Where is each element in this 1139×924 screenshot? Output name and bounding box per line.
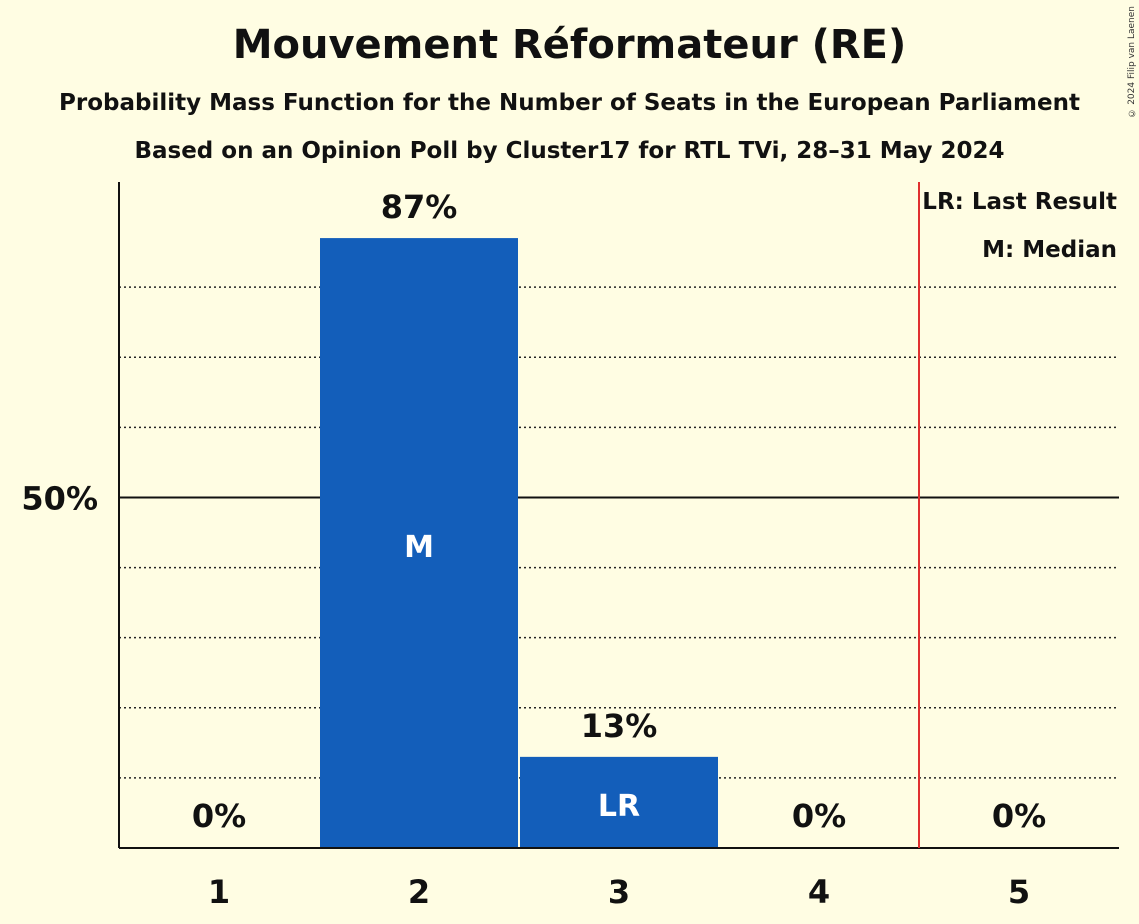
legend-entry: LR: Last Result — [922, 189, 1117, 215]
x-tick-label: 3 — [608, 873, 630, 911]
bar-marker: M — [404, 530, 434, 565]
chart-subtitle: Probability Mass Function for the Number… — [59, 90, 1080, 116]
data-label: 13% — [581, 707, 658, 745]
legend-entry: M: Median — [982, 237, 1117, 263]
data-label: 0% — [992, 797, 1046, 835]
y-tick-label: 50% — [21, 479, 98, 517]
data-label: 87% — [381, 188, 458, 226]
bar — [520, 756, 718, 848]
bar — [320, 238, 518, 848]
x-tick-label: 5 — [1008, 873, 1030, 911]
x-tick-label: 1 — [208, 873, 230, 911]
bar-marker: LR — [598, 789, 640, 824]
data-label: 0% — [792, 797, 846, 835]
chart-title: Mouvement Réformateur (RE) — [232, 22, 907, 68]
x-tick-label: 4 — [808, 873, 830, 911]
data-label: 0% — [192, 797, 246, 835]
x-tick-label: 2 — [408, 873, 430, 911]
chart-source: Based on an Opinion Poll by Cluster17 fo… — [134, 138, 1005, 164]
